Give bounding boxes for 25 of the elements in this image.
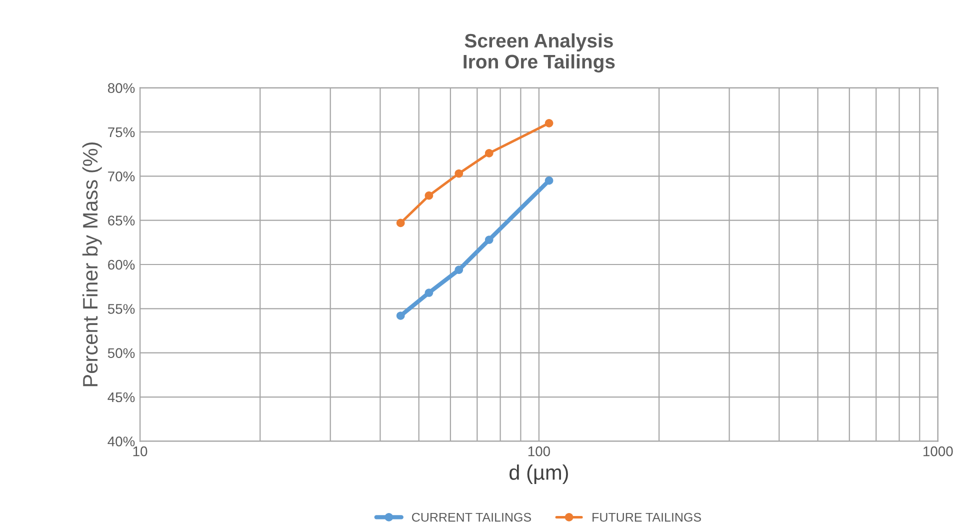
point <box>396 218 405 228</box>
x-tick-label: 1000 <box>924 446 953 456</box>
point <box>454 266 464 274</box>
y-tick-label: 55% <box>108 304 135 314</box>
point <box>454 169 464 178</box>
y-tick-label: 75% <box>108 127 135 138</box>
y-tick-label: 60% <box>108 260 135 270</box>
y-tick-label: 80% <box>108 83 135 93</box>
point <box>484 149 494 158</box>
y-tick-label: 70% <box>108 171 135 182</box>
legend-label: CURRENT TAILINGS <box>412 512 531 522</box>
point <box>396 312 405 320</box>
point <box>424 191 434 200</box>
legend-label: FUTURE TAILINGS <box>592 512 701 522</box>
x-tick-label: 100 <box>528 446 550 456</box>
y-tick-label: 50% <box>108 348 135 358</box>
y-tick-label: 45% <box>108 392 135 402</box>
x-axis-title: d (µm) <box>510 464 568 484</box>
y-axis-title: Percent Finer by Mass (%) <box>82 142 102 386</box>
x-tick-label: 10 <box>133 446 148 456</box>
point <box>424 288 434 297</box>
point <box>484 236 494 244</box>
chart-title: Screen Analysis Iron Ore Tailings <box>464 33 615 72</box>
y-tick-label: 65% <box>108 216 135 226</box>
y-tick-label: 40% <box>108 436 135 446</box>
